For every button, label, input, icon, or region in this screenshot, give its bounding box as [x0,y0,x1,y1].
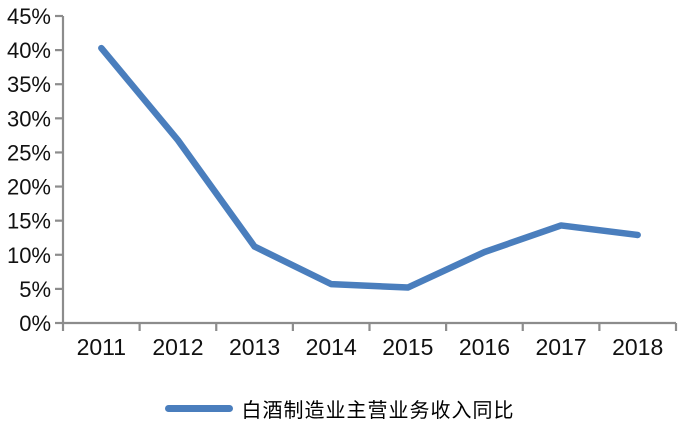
x-axis-tick-label: 2013 [229,334,280,360]
legend: 白酒制造业主营业务收入同比 [0,392,679,424]
x-axis-tick-label: 2018 [612,334,663,360]
x-axis-tick-label: 2015 [382,334,433,360]
y-axis-tick-label: 30% [7,106,51,131]
y-axis-tick-label: 10% [7,243,51,268]
legend-line-marker [164,404,233,412]
y-axis-tick-label: 40% [7,38,51,63]
y-axis-tick-label: 5% [19,277,51,302]
x-axis-tick-label: 2016 [459,334,510,360]
y-axis-tick-label: 20% [7,175,51,200]
x-axis-tick-label: 2012 [152,334,203,360]
legend-label: 白酒制造业主营业务收入同比 [241,397,515,422]
x-axis-tick-label: 2014 [306,334,357,360]
y-axis-tick-label: 35% [7,72,51,97]
y-axis-tick-label: 15% [7,209,51,234]
y-axis-tick-label: 45% [7,4,51,29]
x-axis-tick-label: 2017 [535,334,586,360]
y-axis-tick-label: 0% [19,311,51,336]
y-axis-tick-label: 25% [7,140,51,165]
x-axis-tick-label: 2011 [77,334,126,360]
series-line [98,44,641,291]
